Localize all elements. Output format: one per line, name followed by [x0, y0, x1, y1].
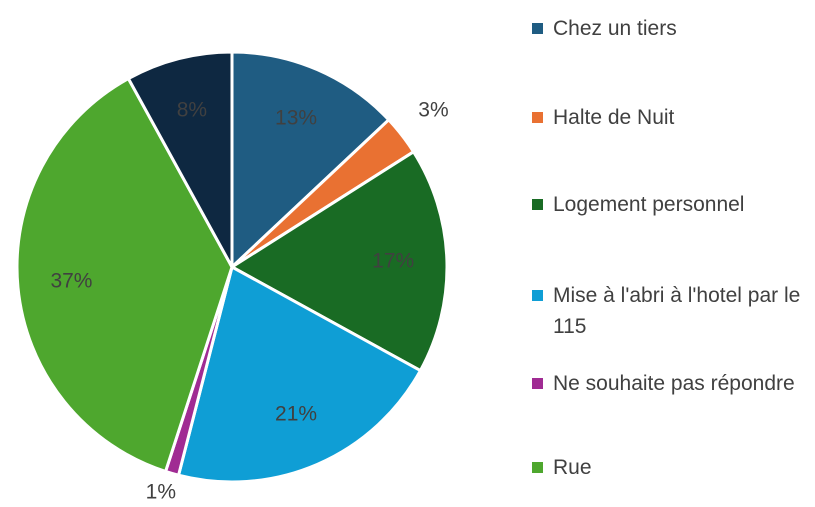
legend-label: Halte de Nuit	[553, 106, 675, 129]
pie-slice	[230, 50, 391, 271]
legend-label: Ne souhaite pas répondre	[553, 372, 795, 395]
legend-item: Chez un tiers	[532, 13, 808, 44]
legend-label: Logement personnel	[553, 193, 745, 216]
data-label: 13%	[275, 107, 317, 130]
legend-swatch	[532, 112, 543, 123]
legend-item: Rue	[532, 452, 808, 483]
pie-slice	[126, 50, 234, 268]
legend-swatch	[532, 378, 543, 389]
legend-label: Mise à l'abri à l'hotel par le 115	[553, 284, 801, 338]
pie-slice	[15, 76, 234, 474]
legend-label: Rue	[553, 456, 592, 479]
data-label: 8%	[177, 98, 207, 121]
data-label: 21%	[275, 403, 317, 426]
legend-label: Chez un tiers	[553, 17, 677, 40]
legend-swatch	[532, 462, 543, 473]
legend-swatch	[532, 23, 543, 34]
legend-swatch	[532, 290, 543, 301]
legend-item: Mise à l'abri à l'hotel par le 115	[532, 280, 808, 342]
data-label: 17%	[372, 249, 414, 272]
pie-slice	[229, 149, 449, 373]
legend-item: Halte de Nuit	[532, 102, 808, 133]
data-label: 1%	[146, 481, 176, 504]
data-label: 37%	[50, 270, 92, 293]
legend-item: Ne souhaite pas répondre	[532, 368, 808, 399]
legend-swatch	[532, 199, 543, 210]
legend-item: Logement personnel	[532, 189, 808, 220]
pie-slice	[176, 264, 423, 484]
data-label: 3%	[418, 98, 448, 121]
